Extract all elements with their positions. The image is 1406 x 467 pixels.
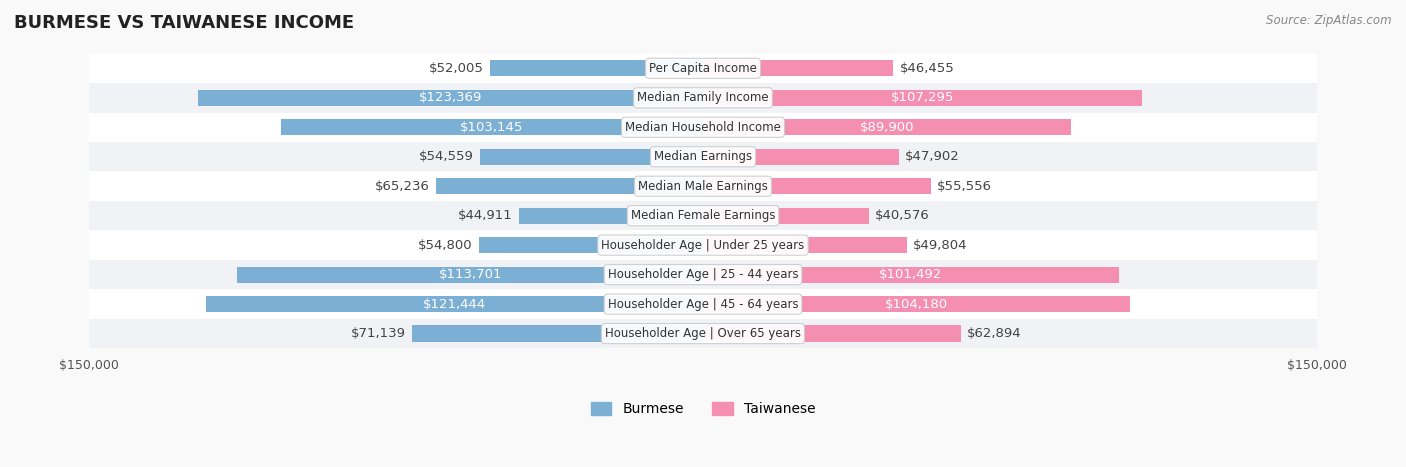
Text: $123,369: $123,369 (419, 91, 482, 104)
FancyBboxPatch shape (89, 142, 1317, 171)
Text: Median Family Income: Median Family Income (637, 91, 769, 104)
Text: $40,576: $40,576 (876, 209, 929, 222)
Text: $49,804: $49,804 (912, 239, 967, 252)
Bar (478, 237, 703, 253)
FancyBboxPatch shape (89, 260, 1317, 290)
Text: $54,559: $54,559 (419, 150, 474, 163)
Bar (703, 119, 1071, 135)
Bar (703, 296, 1129, 312)
Text: $65,236: $65,236 (375, 180, 430, 193)
Text: Householder Age | 45 - 64 years: Householder Age | 45 - 64 years (607, 297, 799, 311)
Bar (703, 90, 1143, 106)
Bar (205, 296, 703, 312)
Bar (519, 208, 703, 224)
FancyBboxPatch shape (89, 319, 1317, 348)
Text: $89,900: $89,900 (860, 121, 914, 134)
Text: Source: ZipAtlas.com: Source: ZipAtlas.com (1267, 14, 1392, 27)
Text: BURMESE VS TAIWANESE INCOME: BURMESE VS TAIWANESE INCOME (14, 14, 354, 32)
Text: $52,005: $52,005 (429, 62, 484, 75)
Bar (703, 237, 907, 253)
Text: $44,911: $44,911 (458, 209, 513, 222)
Text: $103,145: $103,145 (460, 121, 523, 134)
Bar (198, 90, 703, 106)
Text: $46,455: $46,455 (900, 62, 955, 75)
Text: $107,295: $107,295 (891, 91, 955, 104)
FancyBboxPatch shape (89, 201, 1317, 230)
Bar (703, 149, 900, 165)
Bar (491, 60, 703, 77)
Bar (703, 208, 869, 224)
FancyBboxPatch shape (89, 290, 1317, 319)
Text: $71,139: $71,139 (350, 327, 405, 340)
Text: Median Household Income: Median Household Income (626, 121, 780, 134)
FancyBboxPatch shape (89, 54, 1317, 83)
FancyBboxPatch shape (89, 113, 1317, 142)
Bar (703, 325, 960, 342)
Text: $113,701: $113,701 (439, 268, 502, 281)
Bar (238, 267, 703, 283)
FancyBboxPatch shape (89, 171, 1317, 201)
Text: Per Capita Income: Per Capita Income (650, 62, 756, 75)
Text: $121,444: $121,444 (423, 297, 486, 311)
FancyBboxPatch shape (89, 83, 1317, 113)
Bar (703, 267, 1119, 283)
Text: Median Female Earnings: Median Female Earnings (631, 209, 775, 222)
FancyBboxPatch shape (89, 230, 1317, 260)
Text: $47,902: $47,902 (905, 150, 960, 163)
Text: $54,800: $54,800 (418, 239, 472, 252)
Bar (281, 119, 703, 135)
Bar (436, 178, 703, 194)
Legend: Burmese, Taiwanese: Burmese, Taiwanese (585, 396, 821, 422)
Bar (479, 149, 703, 165)
Bar (703, 178, 931, 194)
Text: $62,894: $62,894 (967, 327, 1021, 340)
Bar (412, 325, 703, 342)
Text: $104,180: $104,180 (884, 297, 948, 311)
Text: Householder Age | 25 - 44 years: Householder Age | 25 - 44 years (607, 268, 799, 281)
Text: Median Male Earnings: Median Male Earnings (638, 180, 768, 193)
Text: $55,556: $55,556 (936, 180, 991, 193)
Bar (703, 60, 893, 77)
Text: $101,492: $101,492 (879, 268, 942, 281)
Text: Median Earnings: Median Earnings (654, 150, 752, 163)
Text: Householder Age | Over 65 years: Householder Age | Over 65 years (605, 327, 801, 340)
Text: Householder Age | Under 25 years: Householder Age | Under 25 years (602, 239, 804, 252)
